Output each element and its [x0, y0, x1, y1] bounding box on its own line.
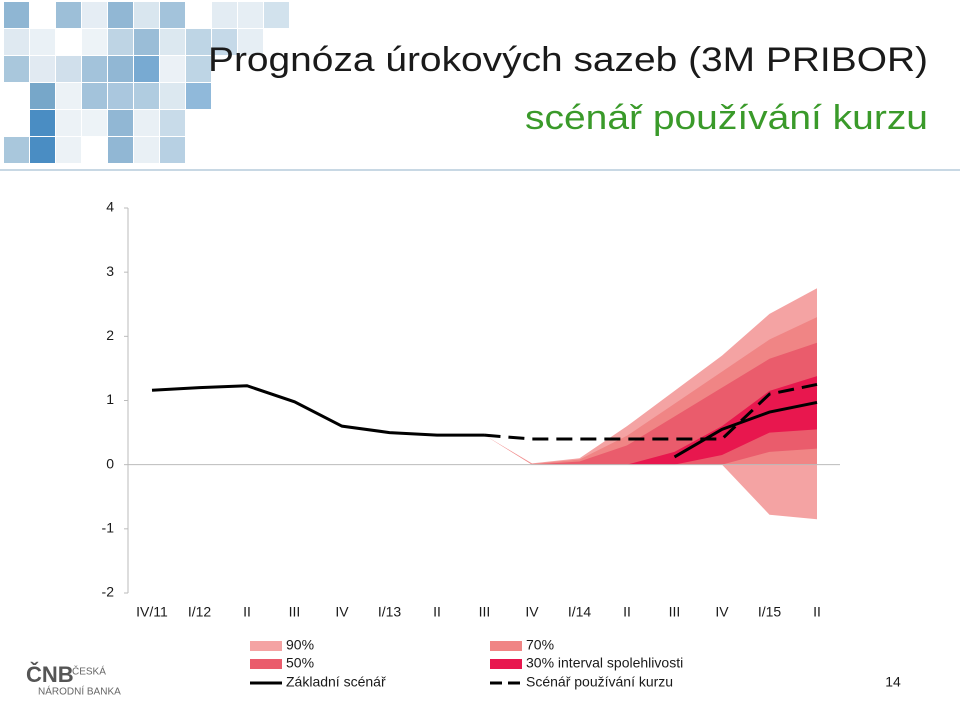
- x-tick-label: II: [243, 604, 251, 620]
- mosaic-tile: [56, 56, 81, 82]
- mosaic-tile: [30, 56, 55, 82]
- mosaic-tile: [4, 137, 29, 163]
- mosaic-tile: [82, 56, 107, 82]
- mosaic-tile: [160, 110, 185, 136]
- logo-mark: ČNB: [26, 662, 74, 687]
- subtitle: scénář používání kurzu: [525, 99, 928, 137]
- y-tick-label: -1: [102, 520, 115, 536]
- legend-label: Scénář používání kurzu: [526, 674, 673, 690]
- page-number: 14: [885, 674, 901, 690]
- legend-swatch: [250, 641, 282, 651]
- mosaic-tile: [238, 2, 263, 28]
- legend-label: 30% interval spolehlivosti: [526, 655, 683, 671]
- legend-label: 70%: [526, 637, 554, 653]
- mosaic-tile: [56, 2, 81, 28]
- mosaic-tile: [30, 83, 55, 109]
- x-tick-label: I/13: [378, 604, 402, 620]
- header-mosaic: [4, 2, 289, 163]
- mosaic-tile: [108, 110, 133, 136]
- mosaic-tile: [30, 29, 55, 55]
- y-tick-label: 3: [106, 263, 114, 279]
- mosaic-tile: [56, 83, 81, 109]
- mosaic-tile: [108, 56, 133, 82]
- mosaic-tile: [160, 29, 185, 55]
- x-tick-label: III: [479, 604, 491, 620]
- legend-label: 50%: [286, 655, 314, 671]
- logo-text: ČESKÁ: [72, 665, 106, 678]
- logo-text: NÁRODNÍ BANKA: [38, 685, 121, 698]
- legend-swatch: [490, 641, 522, 651]
- mosaic-tile: [82, 83, 107, 109]
- mosaic-tile: [108, 29, 133, 55]
- x-tick-label: IV: [715, 604, 729, 620]
- legend-swatch: [250, 659, 282, 669]
- mosaic-tile: [82, 2, 107, 28]
- legend-label: 90%: [286, 637, 314, 653]
- mosaic-tile: [134, 56, 159, 82]
- x-tick-label: II: [433, 604, 441, 620]
- x-tick-label: III: [669, 604, 681, 620]
- y-tick-label: 1: [106, 391, 114, 407]
- y-tick-label: 4: [106, 199, 114, 215]
- mosaic-tile: [186, 56, 211, 82]
- mosaic-tile: [4, 56, 29, 82]
- mosaic-tile: [160, 2, 185, 28]
- mosaic-tile: [212, 29, 237, 55]
- mosaic-tile: [238, 29, 263, 55]
- mosaic-tile: [108, 83, 133, 109]
- series-line: [484, 382, 818, 441]
- x-tick-label: IV: [525, 604, 539, 620]
- mosaic-tile: [160, 83, 185, 109]
- mosaic-tile: [30, 110, 55, 136]
- mosaic-tile: [186, 83, 211, 109]
- mosaic-tile: [134, 29, 159, 55]
- mosaic-tile: [4, 29, 29, 55]
- x-tick-label: I/14: [568, 604, 592, 620]
- mosaic-tile: [4, 2, 29, 28]
- mosaic-tile: [30, 137, 55, 163]
- y-tick-label: 2: [106, 327, 114, 343]
- mosaic-tile: [134, 2, 159, 28]
- mosaic-tile: [160, 137, 185, 163]
- x-tick-label: II: [813, 604, 821, 620]
- x-tick-label: I/15: [758, 604, 782, 620]
- legend-label: Základní scénář: [286, 674, 386, 690]
- mosaic-tile: [134, 137, 159, 163]
- title: Prognóza úrokových sazeb (3M PRIBOR): [208, 41, 928, 79]
- x-tick-label: IV/11: [136, 604, 168, 620]
- mosaic-tile: [186, 29, 211, 55]
- x-tick-label: I/12: [188, 604, 212, 620]
- mosaic-tile: [134, 110, 159, 136]
- mosaic-tile: [160, 56, 185, 82]
- mosaic-tile: [264, 2, 289, 28]
- mosaic-tile: [134, 83, 159, 109]
- mosaic-tile: [82, 110, 107, 136]
- x-tick-label: III: [289, 604, 301, 620]
- x-tick-label: IV: [335, 604, 349, 620]
- mosaic-tile: [108, 2, 133, 28]
- mosaic-tile: [212, 2, 237, 28]
- mosaic-tile: [56, 110, 81, 136]
- y-tick-label: -2: [102, 584, 115, 600]
- mosaic-tile: [56, 137, 81, 163]
- mosaic-tile: [82, 29, 107, 55]
- x-tick-label: II: [623, 604, 631, 620]
- fan-band: [627, 376, 817, 465]
- series-line: [151, 384, 818, 459]
- mosaic-tile: [108, 137, 133, 163]
- legend-swatch: [490, 659, 522, 669]
- y-tick-label: 0: [106, 455, 114, 471]
